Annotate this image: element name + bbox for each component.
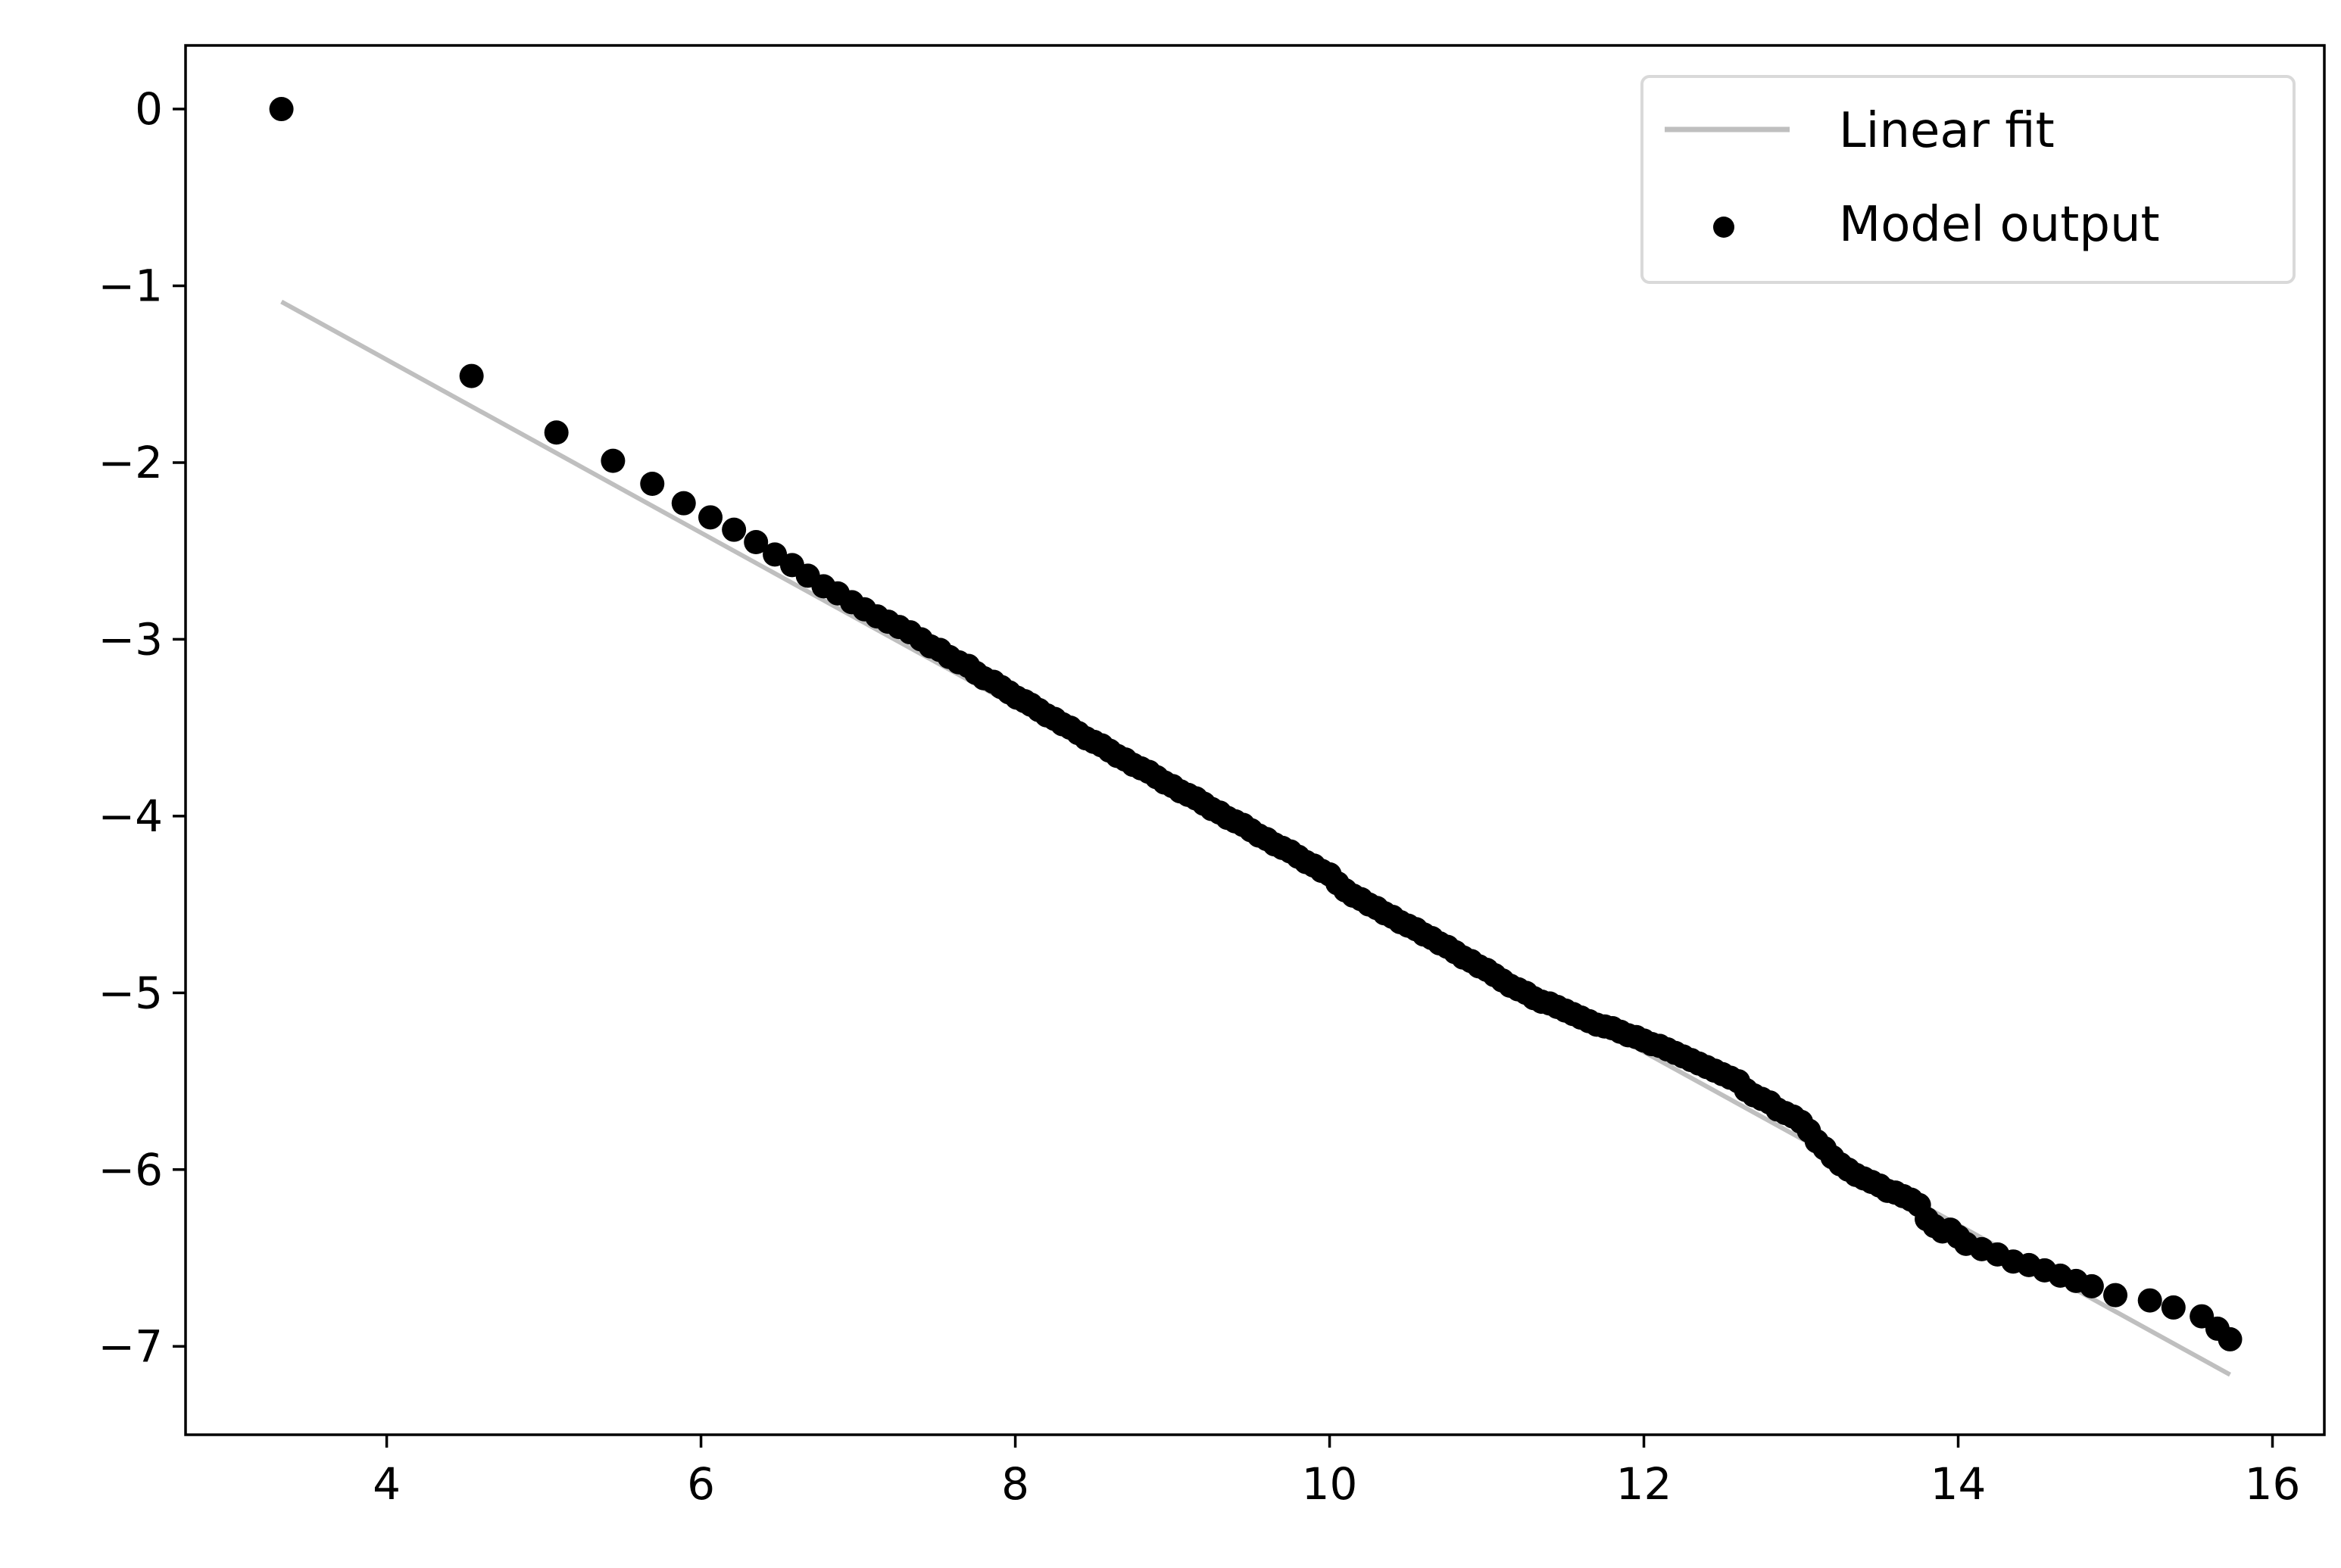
model-output-point [269, 97, 294, 122]
model-output-point [2218, 1326, 2243, 1351]
x-tick-label: 16 [2245, 1458, 2301, 1510]
model-output-point [744, 530, 769, 555]
x-tick-label: 6 [687, 1458, 715, 1510]
legend-box [1640, 75, 2296, 284]
x-axis: 4 6 8 10 12 14 16 [373, 1435, 2300, 1510]
y-tick-label: −4 [98, 790, 164, 842]
model-output-layer [269, 97, 2243, 1351]
y-tick-label: −2 [98, 437, 164, 488]
plot-area-frame [184, 44, 2326, 1436]
y-axis: 0 −1 −2 −3 −4 −5 −6 −7 [98, 83, 186, 1372]
x-tick-label: 10 [1302, 1458, 1358, 1510]
x-tick-label: 12 [1616, 1458, 1672, 1510]
model-output-point [640, 471, 665, 496]
model-output-point [2103, 1283, 2128, 1308]
x-tick-label: 8 [1001, 1458, 1029, 1510]
model-output-point [601, 448, 626, 473]
model-output-point [722, 517, 747, 542]
legend: Linear fit Model output [1640, 75, 2296, 284]
model-output-point [2161, 1295, 2186, 1320]
model-output-point [671, 491, 696, 516]
y-tick-label: −3 [98, 613, 164, 665]
model-output-point [2079, 1273, 2104, 1298]
model-output-point [2137, 1288, 2162, 1313]
y-tick-label: −1 [98, 260, 164, 312]
legend-model-output-swatch [1713, 217, 1734, 238]
y-tick-label: −5 [98, 967, 164, 1018]
x-tick-label: 14 [1931, 1458, 1987, 1510]
model-output-point [698, 505, 723, 530]
y-tick-label: −7 [98, 1320, 164, 1372]
legend-label-model-output: Model output [1839, 197, 2160, 253]
model-output-point [459, 363, 484, 388]
y-tick-label: 0 [135, 83, 163, 135]
x-tick-label: 4 [373, 1458, 401, 1510]
model-output-point [544, 420, 569, 445]
y-tick-label: −6 [98, 1144, 164, 1195]
legend-label-linear-fit: Linear fit [1839, 103, 2055, 159]
